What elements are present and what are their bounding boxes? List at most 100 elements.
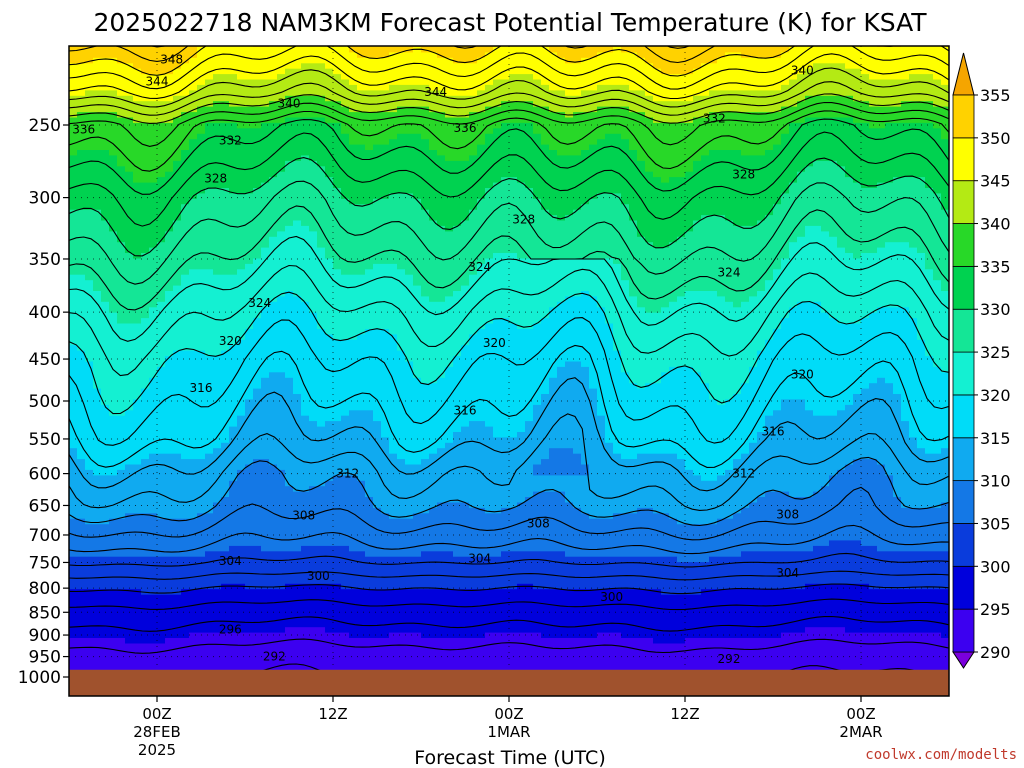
contour-352 [69, 46, 716, 64]
x-tick-label: 28FEB [133, 723, 180, 741]
y-tick-label: 300 [29, 189, 61, 209]
contour-324 [69, 235, 949, 342]
contour-label: 328 [512, 213, 535, 227]
contour-314 [69, 377, 949, 492]
contour-label: 324 [468, 260, 491, 274]
contour-label: 312 [336, 467, 359, 481]
y-tick-label: 1000 [18, 668, 61, 688]
credit-text: coolwx.com/modelts [865, 747, 1017, 763]
contour-338 [69, 101, 949, 147]
colorbar-label: 330 [980, 300, 1011, 319]
colorbar-label: 345 [980, 172, 1011, 191]
x-tick-label: 00Z [846, 705, 875, 723]
ground-below-surface [69, 669, 949, 696]
contour-label: 320 [219, 334, 242, 348]
colorbar-label: 315 [980, 429, 1011, 448]
x-axis-title: Forecast Time (UTC) [414, 747, 605, 768]
contour-label: 340 [791, 63, 814, 77]
contour-label: 320 [483, 336, 506, 350]
contour-label: 320 [791, 368, 814, 382]
y-tick-label: 400 [29, 303, 61, 323]
contour-328 [69, 180, 949, 285]
colorbar-swatch [952, 137, 975, 182]
contour-label: 344 [146, 74, 169, 88]
y-tick-label: 450 [29, 350, 61, 370]
colorbar-swatch [952, 308, 975, 353]
contour-298 [69, 598, 949, 611]
contour-label: 292 [718, 652, 741, 666]
x-tick-label: 12Z [670, 705, 699, 723]
contour-label: 336 [72, 123, 95, 137]
contour-label: 336 [454, 121, 477, 135]
pressure-axis: 250 300 350 400 450 500 550 600 650 700 750 800 850 9… [18, 116, 69, 688]
colorbar-max-arrow [952, 52, 975, 96]
contour-label: 328 [204, 172, 227, 186]
contour-316 [69, 344, 949, 468]
colorbar: 290 295 300 305 310 315 320 325 330 335 340 345 350 3… [952, 52, 1011, 669]
x-tick-label: 12Z [318, 705, 347, 723]
contour-label: 312 [732, 467, 755, 481]
contour-294 [69, 638, 949, 654]
contour-300 [69, 583, 949, 595]
y-tick-label: 250 [29, 116, 61, 136]
colorbar-swatch [952, 351, 975, 396]
contour-304 [69, 552, 949, 568]
contour-326 [69, 205, 949, 311]
y-tick-label: 350 [29, 250, 61, 270]
grid-lines [69, 46, 949, 696]
colorbar-swatch [952, 565, 975, 610]
chart-title: 2025022718 NAM3KM Forecast Potential Tem… [93, 8, 927, 37]
colorbar-label: 325 [980, 343, 1011, 362]
y-tick-label: 850 [29, 603, 61, 623]
colorbar-label: 355 [980, 86, 1011, 105]
colorbar-swatch [952, 94, 975, 139]
y-tick-label: 750 [29, 553, 61, 573]
colorbar-swatch [952, 223, 975, 267]
contour-label: 304 [468, 552, 491, 566]
contour-322 [69, 264, 949, 377]
contour-346 [69, 53, 949, 100]
x-tick-label: 2025 [138, 741, 176, 759]
y-tick-label: 800 [29, 579, 61, 599]
x-tick-label: 1MAR [487, 723, 530, 741]
contour-label: 292 [263, 650, 286, 664]
x-tick-label: 2MAR [839, 723, 882, 741]
contour-label: 316 [762, 425, 785, 439]
contour-340 [69, 93, 949, 124]
colorbar-swatch [952, 480, 975, 524]
y-tick-label: 550 [29, 430, 61, 450]
colorbar-swatch [952, 523, 975, 567]
colorbar-label: 335 [980, 257, 1011, 276]
contour-296 [69, 615, 949, 632]
colorbar-swatch [952, 265, 975, 310]
contour-310 [69, 456, 949, 527]
y-tick-label: 500 [29, 392, 61, 412]
contour-342 [69, 81, 949, 116]
colorbar-swatch [952, 437, 975, 482]
y-tick-label: 650 [29, 496, 61, 516]
contour-label: 304 [219, 554, 242, 568]
contour-label: 308 [292, 509, 315, 523]
colorbar-label: 340 [980, 215, 1011, 234]
colorbar-label: 350 [980, 129, 1011, 148]
contour-labels: 348 344 340 344 336 336 340 332 332 328 328 328 324 3… [72, 52, 814, 666]
contour-320 [69, 291, 949, 415]
plot-area: 348 344 340 344 336 336 340 332 332 328 328 328 324 3… [69, 46, 949, 696]
x-tick-label: 00Z [142, 705, 171, 723]
contour-label: 324 [248, 296, 271, 310]
colorbar-label: 320 [980, 386, 1011, 405]
y-tick-label: 950 [29, 648, 61, 668]
contour-label: 328 [732, 167, 755, 181]
contour-label: 340 [278, 97, 301, 111]
contour-label: 348 [160, 52, 183, 66]
y-tick-label: 700 [29, 526, 61, 546]
contour-350 [69, 46, 949, 77]
contour-label: 304 [776, 566, 799, 580]
x-tick-label: 00Z [494, 705, 523, 723]
colorbar-swatch [952, 180, 975, 224]
contour-label: 316 [454, 403, 477, 417]
colorbar-label: 305 [980, 514, 1011, 533]
colorbar-min-arrow [952, 651, 975, 669]
contour-318 [69, 317, 949, 446]
contour-label: 324 [718, 265, 741, 279]
